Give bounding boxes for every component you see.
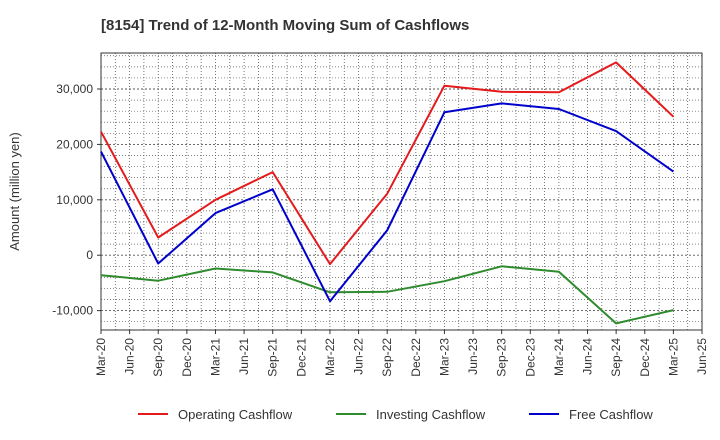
x-tick-label: Sep-22	[380, 338, 394, 377]
y-tick-label: 30,000	[56, 82, 93, 96]
x-tick-label: Sep-24	[609, 338, 623, 377]
legend-item-free-cashflow: Free Cashflow	[529, 407, 653, 422]
x-tick-label: Sep-20	[151, 338, 165, 377]
chart-title: [8154] Trend of 12-Month Moving Sum of C…	[101, 17, 469, 34]
x-tick-label: Mar-22	[323, 338, 337, 376]
x-tick-label: Jun-24	[581, 338, 595, 375]
x-tick-label: Jun-21	[237, 338, 251, 375]
x-tick-label: Mar-23	[437, 338, 451, 376]
y-tick-label: 10,000	[56, 193, 93, 207]
y-tick-label: -10,000	[52, 304, 93, 318]
legend-label: Investing Cashflow	[376, 407, 486, 422]
x-tick-label: Dec-24	[638, 338, 652, 377]
x-tick-label: Mar-21	[208, 338, 222, 376]
grid	[101, 53, 702, 330]
legend-item-investing-cashflow: Investing Cashflow	[336, 407, 486, 422]
legend: Operating Cashflow Investing Cashflow Free…	[138, 407, 653, 422]
legend-label: Operating Cashflow	[178, 407, 293, 422]
y-tick-label: 0	[86, 248, 93, 262]
x-tick-label: Jun-20	[123, 338, 137, 375]
x-tick-label: Jun-25	[695, 338, 709, 375]
legend-item-operating-cashflow: Operating Cashflow	[138, 407, 293, 422]
series-line-investing-cashflow	[100, 265, 674, 325]
series-line-operating-cashflow	[100, 61, 675, 266]
x-tick-label: Jun-22	[352, 338, 366, 375]
x-tick-label: Dec-20	[180, 338, 194, 377]
series-line-free-cashflow	[100, 102, 674, 303]
x-tick-label: Sep-23	[495, 338, 509, 377]
x-tick-label: Mar-20	[94, 338, 108, 376]
axes	[97, 52, 703, 334]
series-lines	[100, 61, 675, 325]
x-tick-label: Jun-23	[466, 338, 480, 375]
x-tick-label: Mar-25	[666, 338, 680, 376]
x-tick-label: Dec-23	[523, 338, 537, 377]
y-axis-label: Amount (million yen)	[7, 132, 22, 251]
x-tick-labels: Mar-20 Jun-20 Sep-20 Dec-20 Mar-21 Jun-21 Sep-…	[94, 338, 709, 377]
x-tick-label: Mar-24	[552, 338, 566, 376]
x-tick-label: Sep-21	[266, 338, 280, 377]
y-tick-label: 20,000	[56, 137, 93, 151]
x-tick-label: Dec-22	[409, 338, 423, 377]
plot-area-frame	[100, 52, 703, 331]
legend-label: Free Cashflow	[569, 407, 653, 422]
x-tick-label: Dec-21	[294, 338, 308, 377]
y-tick-labels: -10,000 0 10,000 20,000 30,000	[52, 82, 93, 318]
